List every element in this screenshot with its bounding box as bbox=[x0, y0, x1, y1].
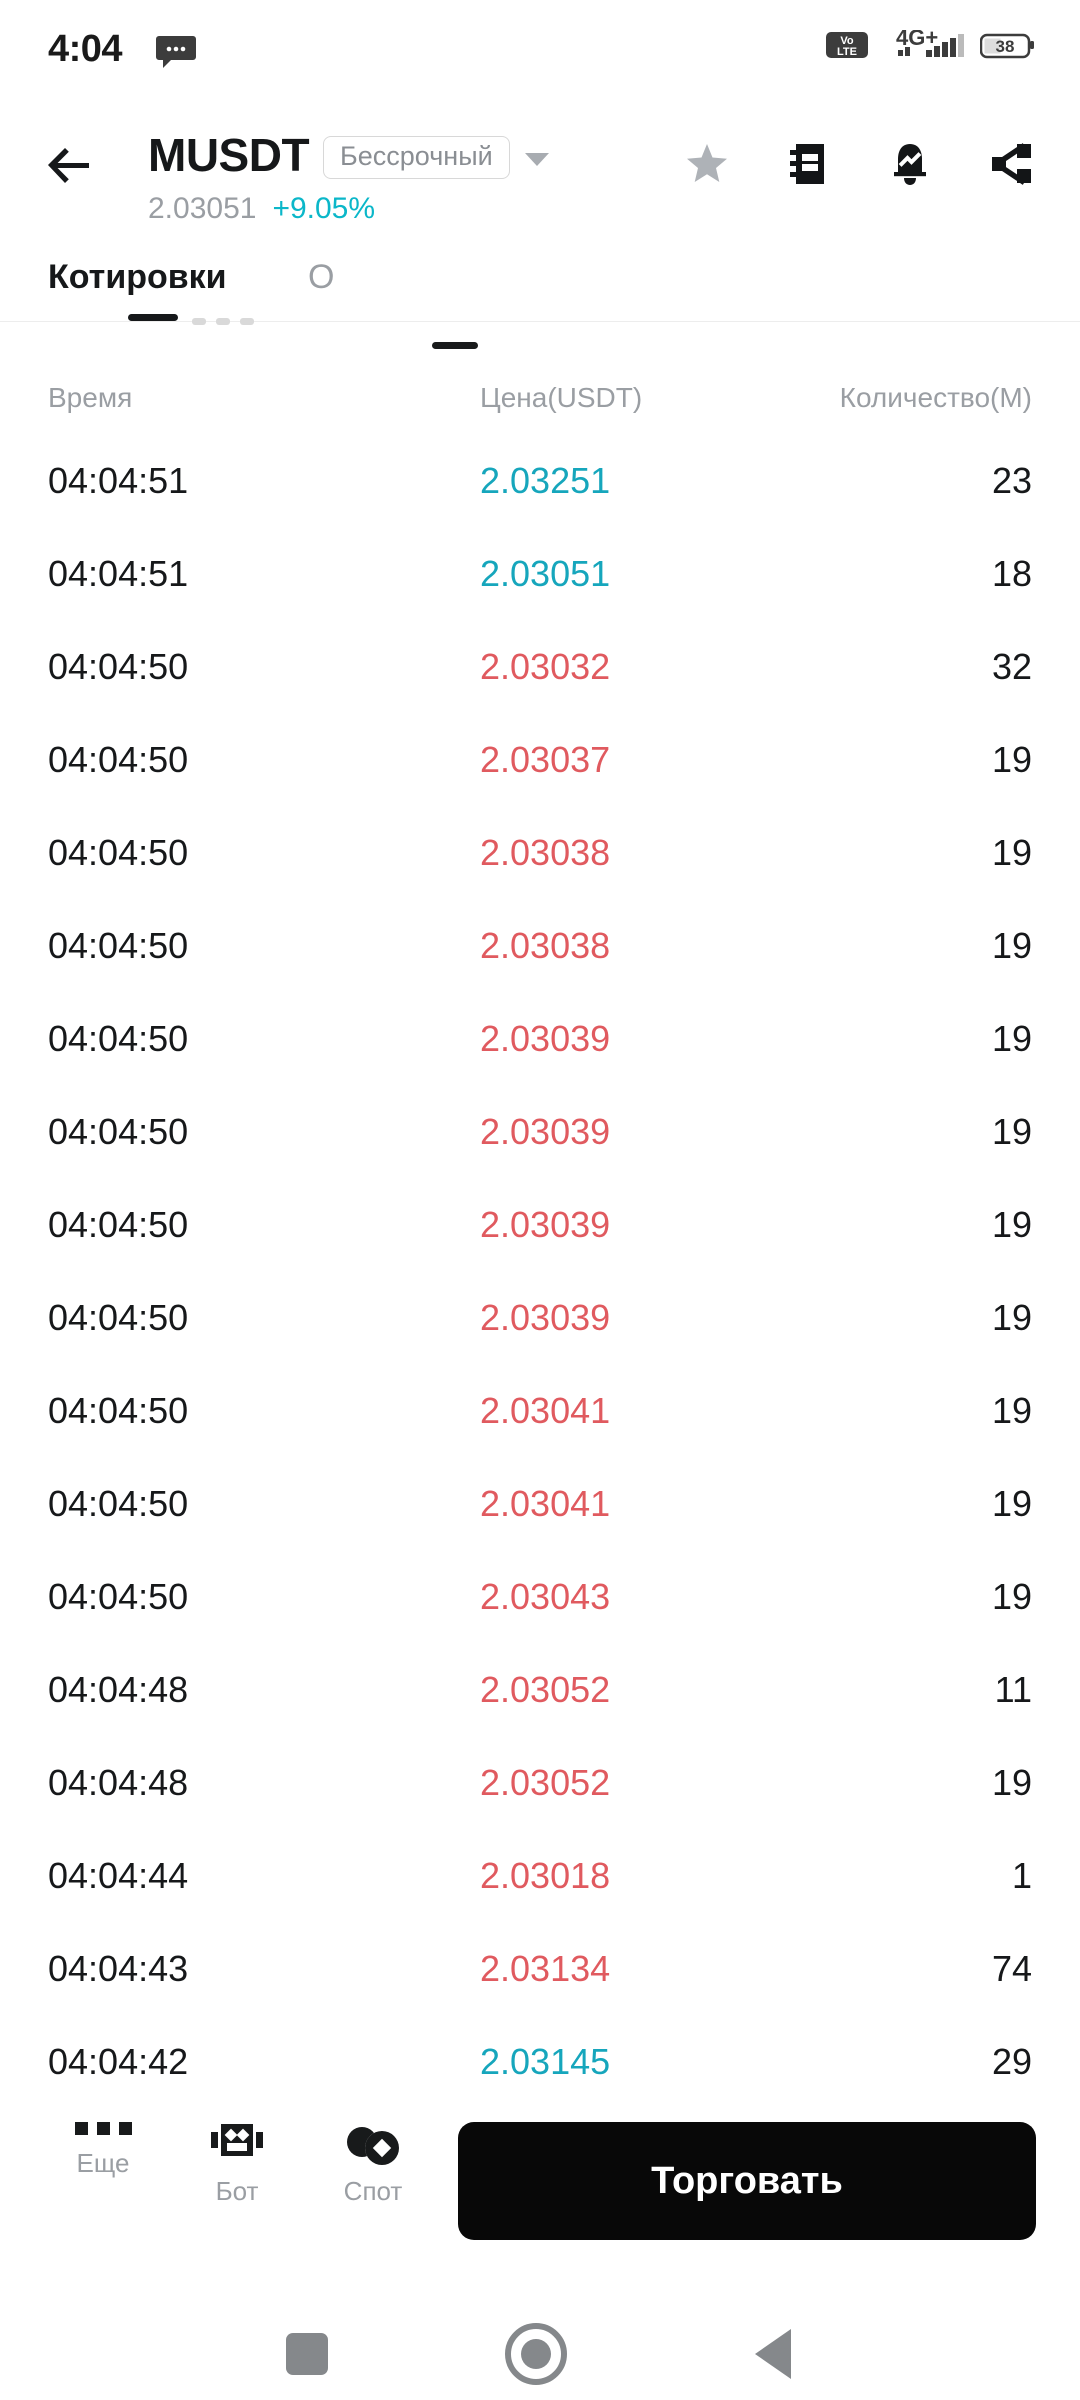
svg-text:4G+: 4G+ bbox=[896, 30, 938, 50]
svg-text:LTE: LTE bbox=[837, 46, 857, 58]
svg-text:38: 38 bbox=[996, 37, 1015, 56]
